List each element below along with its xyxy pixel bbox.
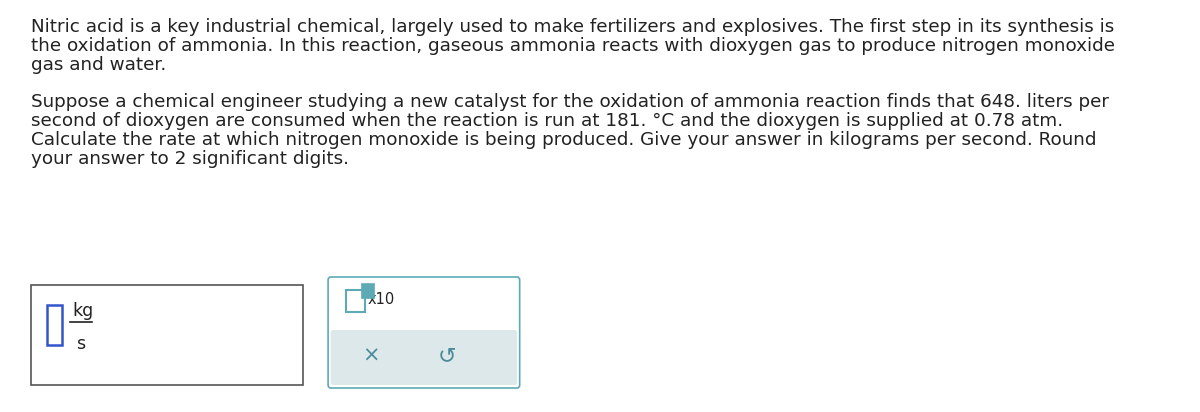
Text: x10: x10: [367, 293, 395, 307]
Text: your answer to 2 significant digits.: your answer to 2 significant digits.: [31, 150, 349, 168]
Bar: [346, 290, 365, 312]
Text: kg: kg: [72, 302, 94, 320]
Text: second of dioxygen are consumed when the reaction is run at 181. °C and the diox: second of dioxygen are consumed when the…: [31, 112, 1063, 130]
FancyBboxPatch shape: [331, 330, 517, 385]
Bar: [362, 284, 374, 298]
Bar: [31, 285, 302, 385]
FancyBboxPatch shape: [328, 277, 520, 388]
Text: ↺: ↺: [438, 346, 456, 366]
Text: s: s: [77, 335, 85, 353]
Bar: [47, 305, 62, 345]
Text: the oxidation of ammonia. In this reaction, gaseous ammonia reacts with dioxygen: the oxidation of ammonia. In this reacti…: [31, 37, 1115, 55]
Text: Suppose a chemical engineer studying a new catalyst for the oxidation of ammonia: Suppose a chemical engineer studying a n…: [31, 93, 1109, 111]
Text: gas and water.: gas and water.: [31, 56, 167, 74]
Text: ×: ×: [362, 346, 380, 366]
Text: Nitric acid is a key industrial chemical, largely used to make fertilizers and e: Nitric acid is a key industrial chemical…: [31, 18, 1115, 36]
Text: Calculate the rate at which nitrogen monoxide is being produced. Give your answe: Calculate the rate at which nitrogen mon…: [31, 131, 1097, 149]
